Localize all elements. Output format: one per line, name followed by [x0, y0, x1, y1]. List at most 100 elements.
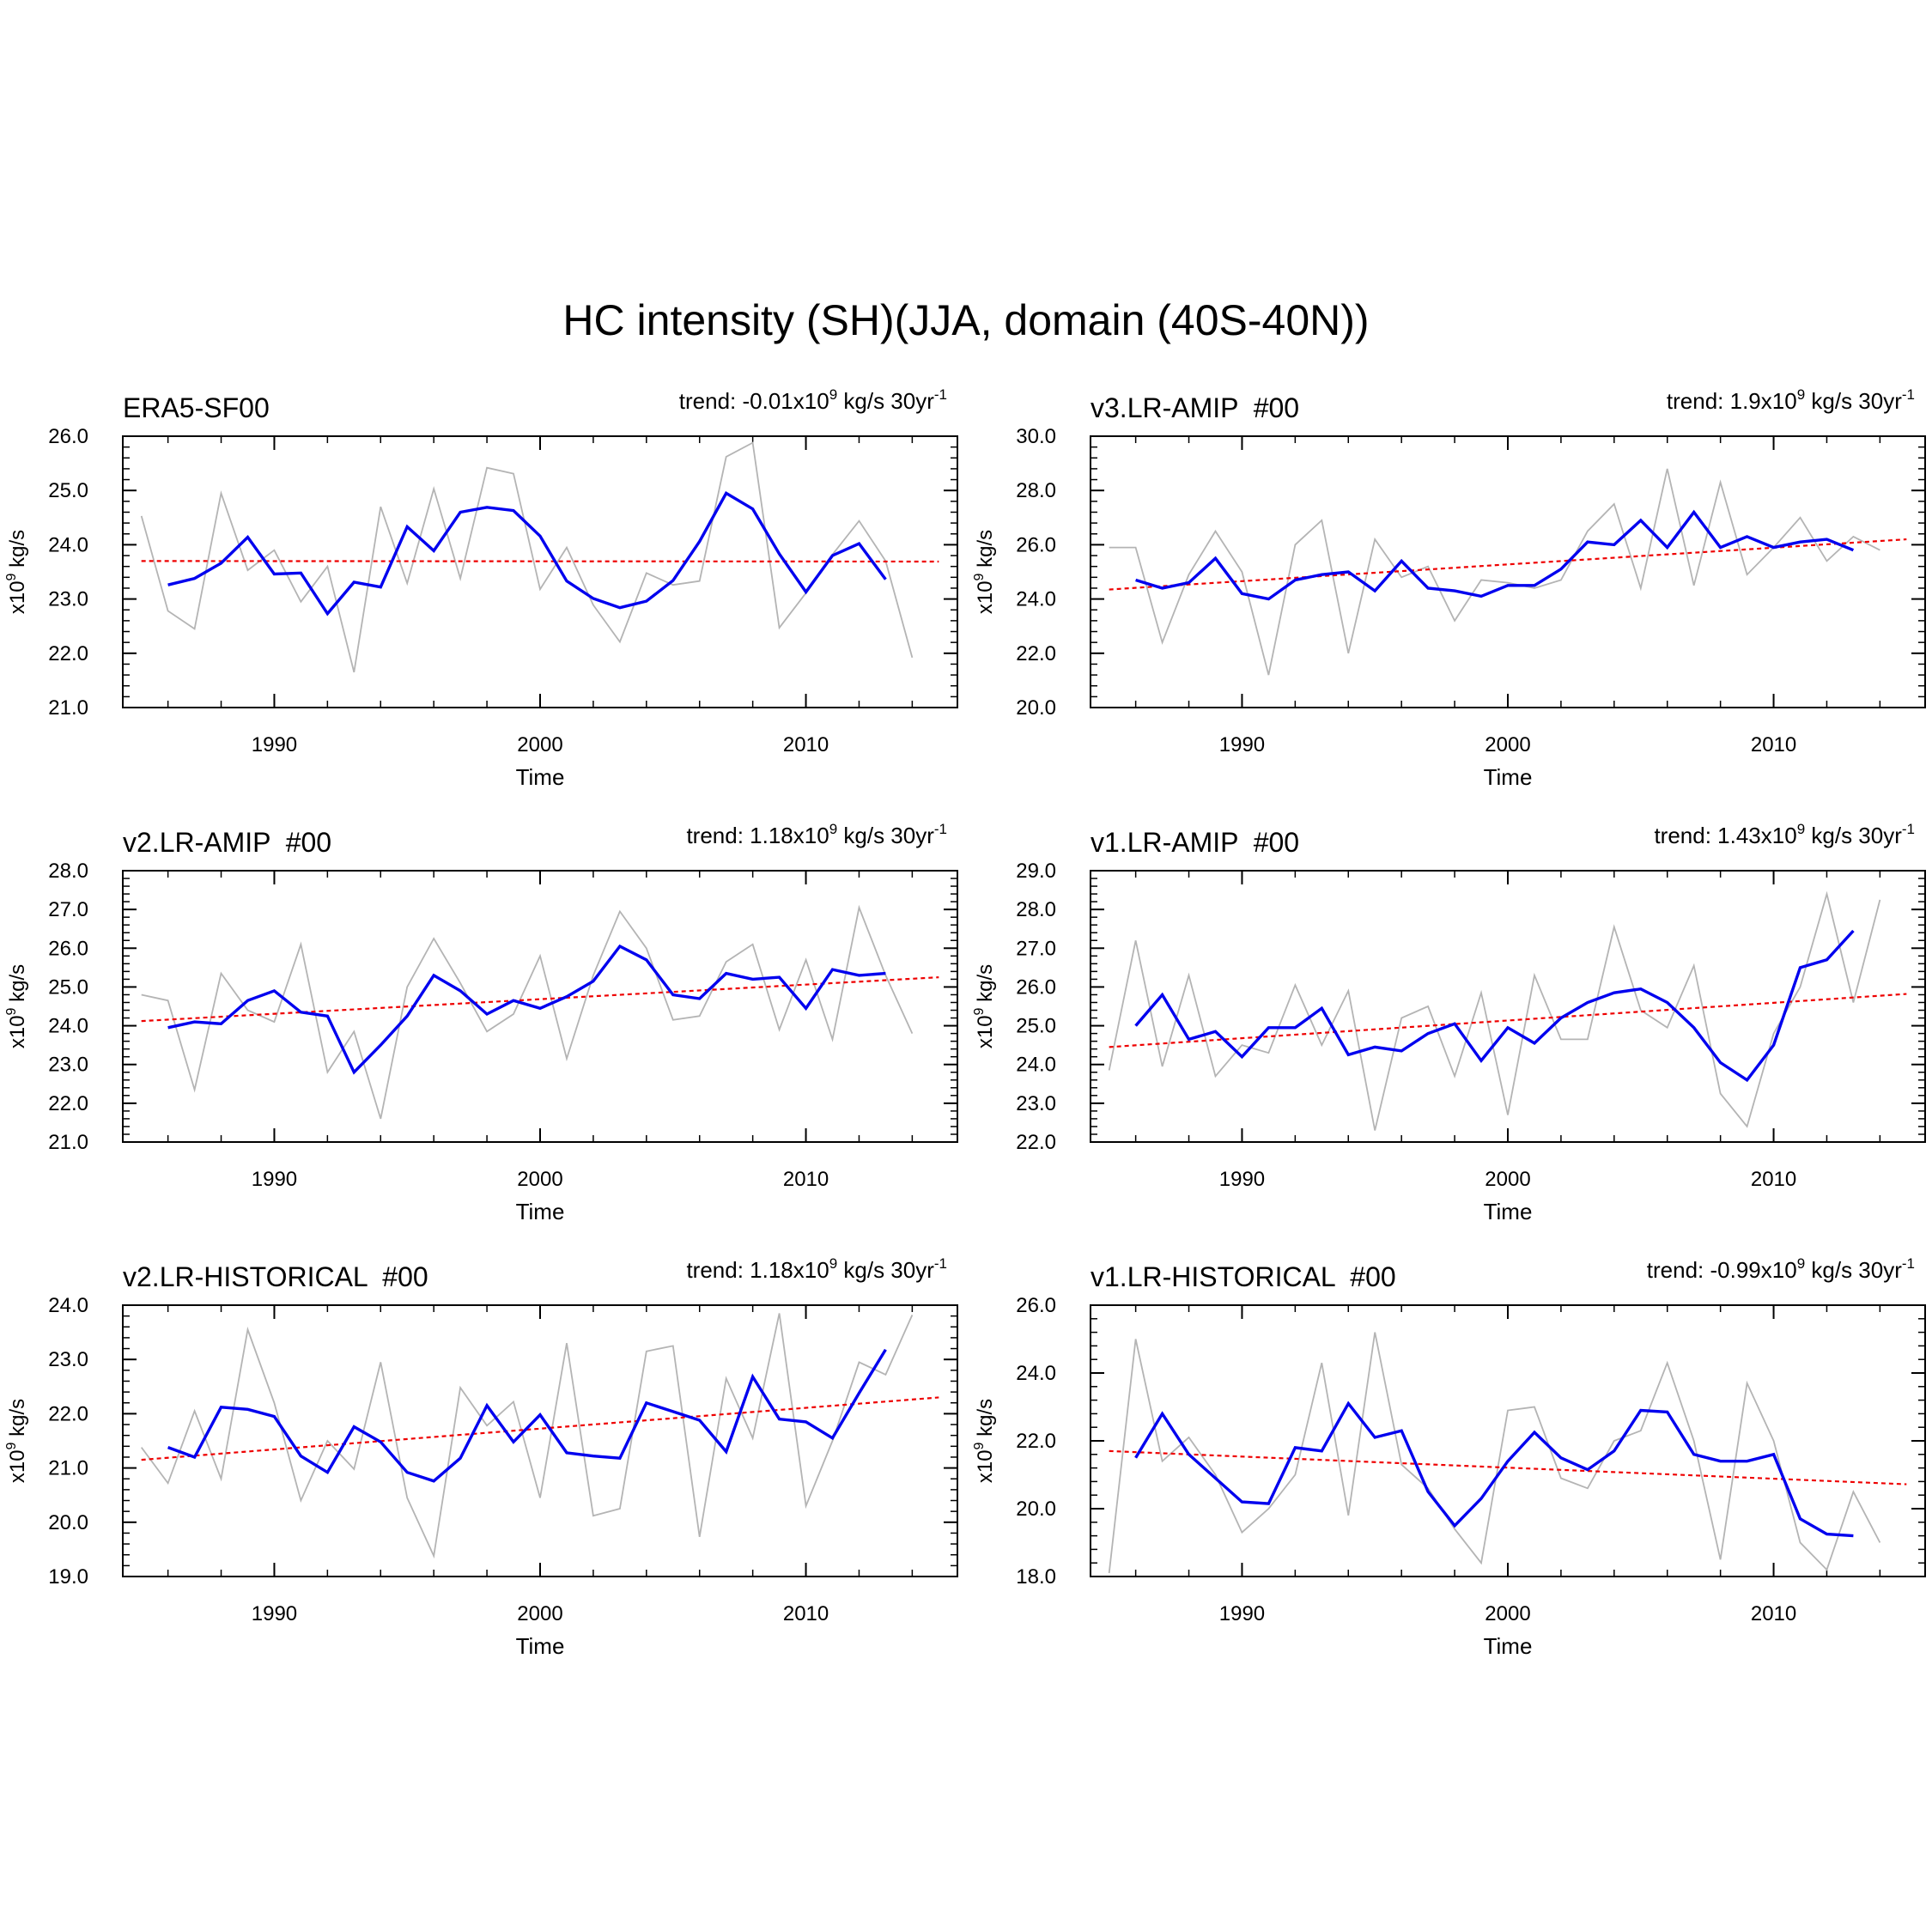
- raw-series-line: [140, 441, 914, 673]
- y-tick-label: 25.0: [48, 479, 88, 502]
- plot-frame: [122, 435, 958, 708]
- smoothed-series-line: [167, 1348, 887, 1483]
- x-tick-label: 2010: [1751, 733, 1796, 756]
- y-tick-label: 23.0: [48, 1054, 88, 1077]
- x-axis-label: Time: [1484, 1633, 1533, 1659]
- trend-label: trend: 1.18x109 kg/s 30yr-1: [686, 821, 947, 848]
- y-tick-label: 20.0: [1016, 696, 1056, 720]
- panel-title: v1.LR-AMIP #00: [1091, 827, 1299, 858]
- trend-label: trend: 1.18x109 kg/s 30yr-1: [686, 1255, 947, 1283]
- x-tick-label: 2000: [1485, 1168, 1530, 1191]
- x-tick-label: 2000: [517, 1602, 562, 1625]
- panel-title: v3.LR-AMIP #00: [1091, 392, 1299, 423]
- plot-area: [1108, 890, 1907, 1131]
- plot-area: [141, 904, 939, 1120]
- x-tick-label: 2010: [783, 1168, 829, 1191]
- plot-area: [1108, 1332, 1907, 1574]
- panel-2: 1990 2000 2010 20.0 22.0 24.0 26.0 28.0 30.0 Time…: [972, 386, 1926, 790]
- x-axis-label: Time: [1484, 764, 1533, 790]
- y-tick-label: 28.0: [48, 860, 88, 883]
- minor-ticks: [1091, 871, 1925, 1142]
- panel-1: 1990 2000 2010 21.0 22.0 23.0 24.0 25.0 26.0 Time…: [4, 386, 958, 790]
- x-tick-label: 2010: [783, 733, 829, 756]
- panel-3: 1990 2000 2010 21.0 22.0 23.0 24.0 25.0 26.0 27.0…: [4, 821, 958, 1224]
- y-tick-label: 24.0: [48, 533, 88, 556]
- panel-4: 1990 2000 2010 22.0 23.0 24.0 25.0 26.0 27.0 28.0…: [972, 821, 1926, 1224]
- minor-ticks: [123, 871, 957, 1142]
- y-axis-label: x109 kg/s: [4, 1399, 29, 1483]
- x-tick-label: 1990: [1219, 1168, 1265, 1191]
- trend-label: trend: -0.99x109 kg/s 30yr-1: [1647, 1255, 1915, 1283]
- panel-title: v2.LR-HISTORICAL #00: [123, 1261, 428, 1292]
- x-tick-label: 2010: [1751, 1602, 1796, 1625]
- y-tick-label: 24.0: [1016, 1054, 1056, 1077]
- y-tick-label: 26.0: [1016, 975, 1056, 999]
- panel-title: v2.LR-AMIP #00: [123, 827, 331, 858]
- y-axis-label: x109 kg/s: [4, 530, 29, 614]
- y-tick-label: 26.0: [1016, 533, 1056, 556]
- trend-line: [141, 976, 939, 1023]
- minor-ticks: [1091, 436, 1925, 708]
- trend-label: trend: 1.43x109 kg/s 30yr-1: [1654, 821, 1915, 848]
- y-tick-label: 24.0: [48, 1015, 88, 1038]
- smoothed-series-line: [1135, 509, 1855, 601]
- x-axis-label: Time: [1484, 1199, 1533, 1224]
- y-tick-label: 22.0: [1016, 642, 1056, 665]
- y-tick-label: 18.0: [1016, 1565, 1056, 1589]
- x-axis-label: Time: [516, 764, 565, 790]
- y-axis-label: x109 kg/s: [4, 964, 29, 1048]
- y-axis-label: x109 kg/s: [972, 530, 997, 614]
- y-tick-label: 24.0: [1016, 588, 1056, 611]
- smoothed-series-line: [167, 491, 887, 617]
- raw-series-line: [1108, 1332, 1881, 1574]
- plot-frame: [1090, 870, 1926, 1143]
- y-tick-label: 22.0: [1016, 1131, 1056, 1154]
- x-tick-label: 2010: [783, 1602, 829, 1625]
- plot-frame: [1090, 1304, 1926, 1577]
- smoothed-series-line: [1134, 1400, 1854, 1538]
- trend-label: trend: 1.9x109 kg/s 30yr-1: [1667, 386, 1915, 414]
- y-tick-label: 21.0: [48, 1457, 88, 1480]
- x-tick-label: 2000: [517, 733, 562, 756]
- y-tick-label: 23.0: [1016, 1092, 1056, 1115]
- y-axis-label: x109 kg/s: [972, 1399, 997, 1483]
- y-tick-label: 26.0: [1016, 1294, 1056, 1317]
- x-axis-label: Time: [516, 1199, 565, 1224]
- y-tick-label: 22.0: [1016, 1430, 1056, 1453]
- y-tick-label: 23.0: [48, 1348, 88, 1371]
- raw-series-line: [1109, 468, 1880, 676]
- x-tick-label: 1990: [252, 733, 297, 756]
- y-tick-label: 25.0: [48, 975, 88, 999]
- x-tick-label: 2000: [517, 1168, 562, 1191]
- plot-frame: [122, 870, 958, 1143]
- smoothed-series-line: [1134, 929, 1855, 1083]
- panel-title: v1.LR-HISTORICAL #00: [1091, 1261, 1396, 1292]
- plot-area: [1109, 468, 1907, 676]
- y-tick-label: 28.0: [1016, 898, 1056, 921]
- panel-6: 1990 2000 2010 18.0 20.0 22.0 24.0 26.0 Time x109…: [972, 1255, 1926, 1659]
- y-tick-label: 20.0: [48, 1511, 88, 1534]
- y-tick-label: 28.0: [1016, 479, 1056, 502]
- trend-line: [1109, 993, 1907, 1048]
- y-tick-label: 22.0: [48, 642, 88, 665]
- y-tick-label: 21.0: [48, 1131, 88, 1154]
- x-axis-label: Time: [516, 1633, 565, 1659]
- y-tick-label: 30.0: [1016, 425, 1056, 448]
- panel-title: ERA5-SF00: [123, 392, 270, 423]
- y-tick-label: 20.0: [1016, 1498, 1056, 1521]
- plot-frame: [1090, 435, 1926, 708]
- raw-series-line: [140, 1313, 914, 1559]
- y-tick-label: 22.0: [48, 1092, 88, 1115]
- x-tick-label: 2000: [1485, 1602, 1530, 1625]
- y-tick-label: 22.0: [48, 1402, 88, 1425]
- x-tick-label: 1990: [1219, 1602, 1265, 1625]
- y-tick-label: 29.0: [1016, 860, 1056, 883]
- y-tick-label: 27.0: [48, 898, 88, 921]
- y-tick-label: 26.0: [48, 425, 88, 448]
- trend-line: [141, 560, 939, 563]
- x-tick-label: 2000: [1485, 733, 1530, 756]
- y-tick-label: 25.0: [1016, 1015, 1056, 1038]
- panel-grid: 1990 2000 2010 21.0 22.0 23.0 24.0 25.0 26.0 Time…: [4, 386, 1926, 1659]
- x-tick-label: 1990: [252, 1602, 297, 1625]
